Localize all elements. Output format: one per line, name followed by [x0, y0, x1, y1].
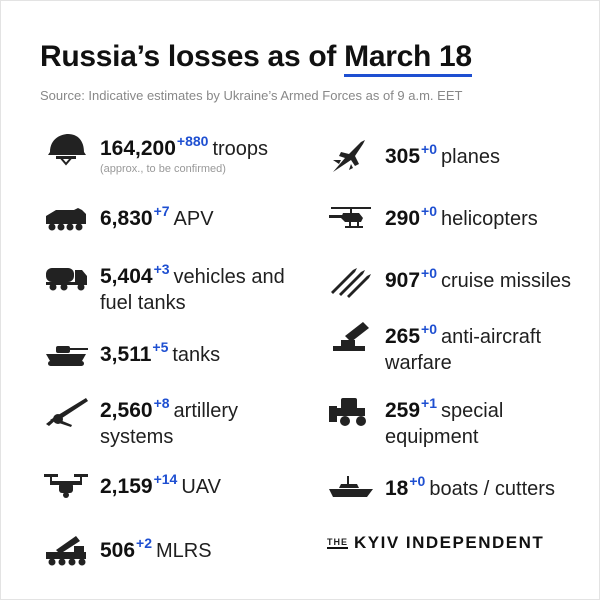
stat-troops: 164,200+880 troops (approx., to be confirm… [40, 128, 320, 176]
apv-label: APV [173, 208, 214, 230]
uav-label: UAV [181, 476, 221, 498]
anti-aircraft-value: 265 [385, 325, 421, 348]
stat-cruise-missiles: 907+0 cruise missiles [325, 260, 571, 300]
missile-icon [325, 260, 377, 300]
tanks-delta: +5 [152, 339, 169, 355]
special-equipment-label: special equipment [385, 400, 504, 448]
mlrs-icon [40, 530, 92, 570]
helicopters-label: helicopters [441, 208, 538, 230]
helicopter-icon [325, 198, 377, 238]
planes-value: 305 [385, 145, 421, 168]
planes-delta: +0 [421, 141, 438, 157]
troops-delta: +880 [176, 133, 209, 149]
tank-icon [40, 334, 92, 374]
uav-value: 2,159 [100, 475, 153, 498]
artillery-label: artillery systems [100, 400, 238, 448]
title-prefix: Russia’s losses as of [40, 40, 337, 73]
stat-planes: 305+0 planes [325, 136, 500, 176]
artillery-icon [40, 390, 92, 430]
troops-value: 164,200 [100, 137, 176, 160]
drone-icon [40, 466, 92, 506]
stat-mlrs: 506+2 MLRS [40, 530, 212, 570]
apv-value: 6,830 [100, 207, 153, 230]
stat-vehicles: 5,404+3 vehicles and fuel tanks [40, 256, 290, 316]
stat-tanks: 3,511+5 tanks [40, 334, 220, 374]
stat-anti-aircraft: 265+0 anti-aircraft warfare [325, 316, 600, 376]
helicopters-value: 290 [385, 207, 421, 230]
boats-value: 18 [385, 477, 409, 500]
anti-aircraft-label: anti-aircraft warfare [385, 326, 542, 374]
helicopters-delta: +0 [421, 203, 438, 219]
title-date: March 18 [344, 40, 472, 77]
page-title: Russia’s losses as of March 18 [40, 40, 472, 77]
brand-name: KYIV INDEPENDENT [354, 533, 545, 552]
vehicles-delta: +3 [153, 261, 170, 277]
stat-special-equipment: 259+1 special equipment [325, 390, 575, 450]
brand-logo: THE KYIV INDEPENDENT [327, 533, 544, 553]
mlrs-delta: +2 [136, 535, 153, 551]
mlrs-label: MLRS [156, 540, 212, 562]
missiles-label: cruise missiles [441, 270, 572, 292]
tanks-label: tanks [172, 344, 221, 366]
vehicles-label: vehicles and fuel tanks [100, 266, 285, 314]
troops-label: troops [212, 138, 269, 160]
troops-note: (approx., to be confirmed) [100, 163, 226, 175]
stat-helicopters: 290+0 helicopters [325, 198, 538, 238]
planes-label: planes [441, 146, 500, 168]
stat-uav: 2,159+14 UAV [40, 466, 221, 506]
stat-apv: 6,830+7 APV [40, 198, 214, 238]
artillery-value: 2,560 [100, 399, 153, 422]
boats-delta: +0 [409, 473, 426, 489]
uav-delta: +14 [153, 471, 178, 487]
fuel-truck-icon [40, 256, 92, 296]
apv-delta: +7 [153, 203, 170, 219]
brand-the: THE [327, 537, 348, 549]
source-note: Source: Indicative estimates by Ukraine’… [40, 88, 463, 103]
soldier-helmet-icon [40, 128, 92, 168]
apv-icon [40, 198, 92, 238]
anti-aircraft-delta: +0 [421, 321, 438, 337]
special-equipment-delta: +1 [421, 395, 438, 411]
stat-artillery: 2,560+8 artillery systems [40, 390, 290, 450]
mlrs-value: 506 [100, 539, 136, 562]
artillery-delta: +8 [153, 395, 170, 411]
special-equipment-value: 259 [385, 399, 421, 422]
bulldozer-icon [325, 390, 377, 430]
tanks-value: 3,511 [100, 343, 152, 366]
stat-boats: 18+0 boats / cutters [325, 468, 555, 508]
vehicles-value: 5,404 [100, 265, 153, 288]
plane-icon [325, 136, 377, 176]
missiles-value: 907 [385, 269, 421, 292]
boat-icon [325, 468, 377, 508]
boats-label: boats / cutters [429, 478, 555, 500]
anti-aircraft-icon [325, 316, 377, 356]
missiles-delta: +0 [421, 265, 438, 281]
